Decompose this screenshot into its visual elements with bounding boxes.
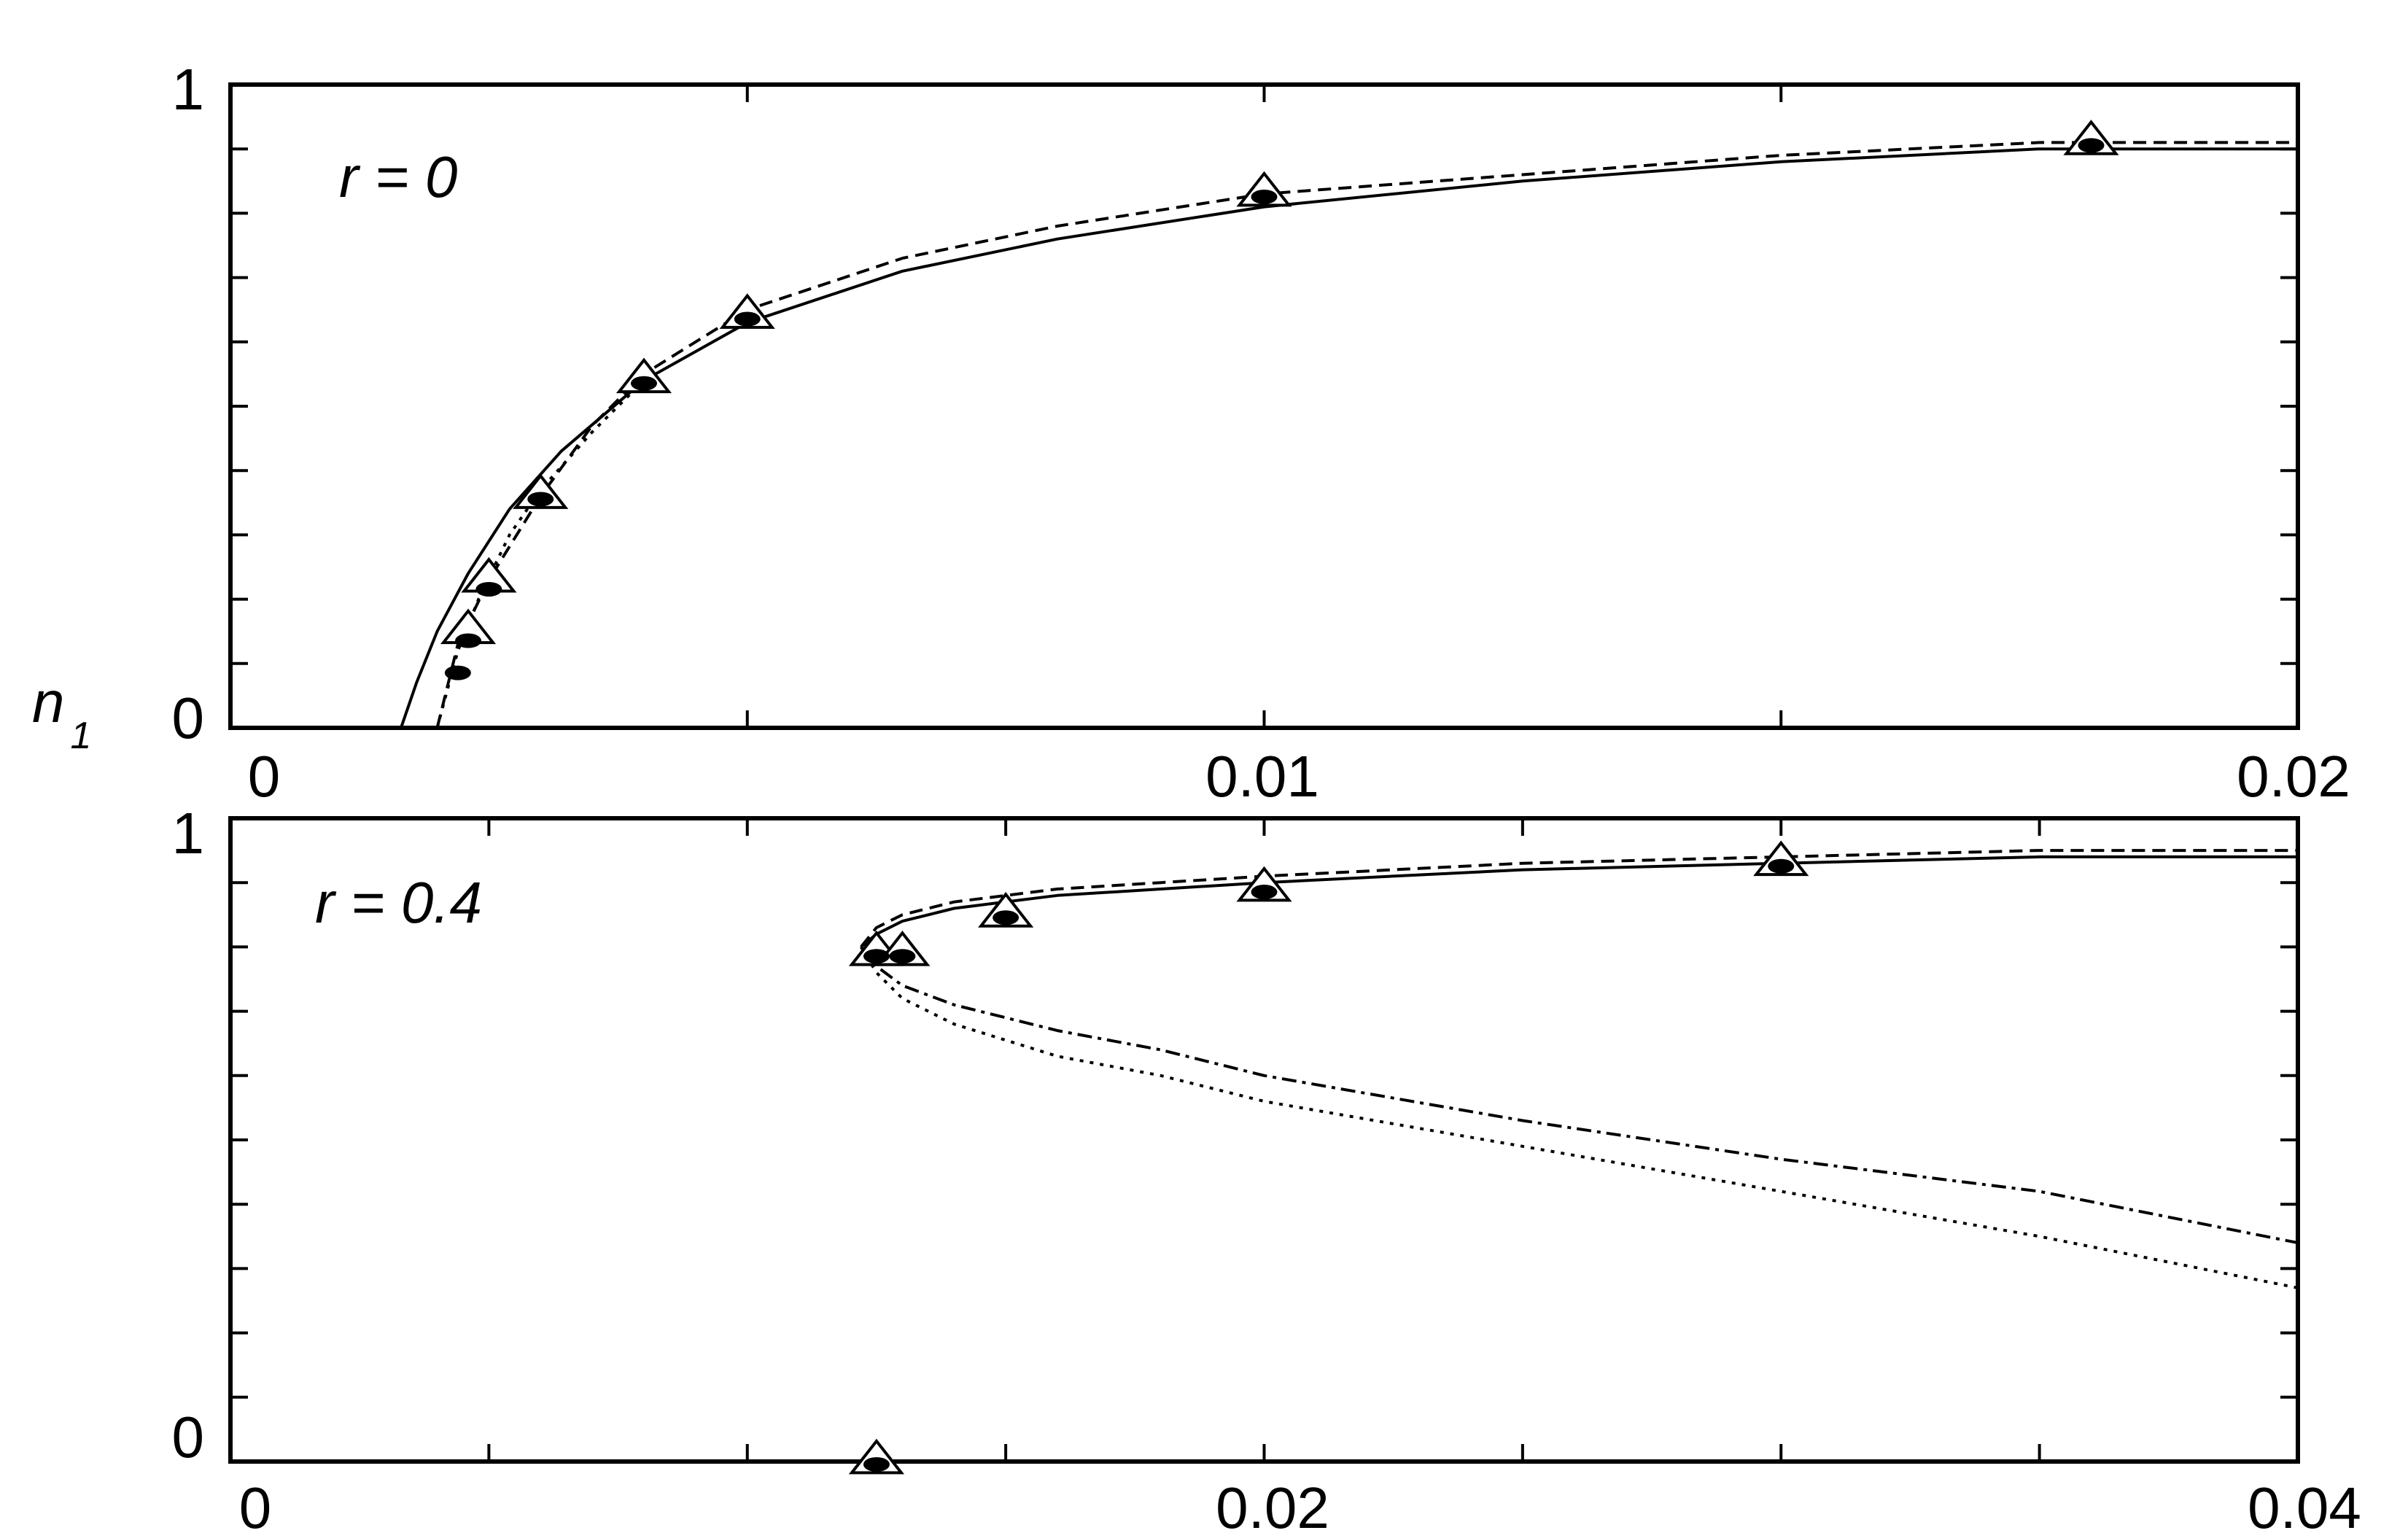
dot-marker — [631, 376, 657, 391]
dot-marker — [734, 311, 761, 327]
dot-marker — [527, 492, 554, 507]
panel-2-y-tick-label-0: 0 — [172, 1405, 205, 1470]
dot-marker — [889, 949, 916, 964]
dot-marker — [863, 1457, 890, 1472]
panel-2-markers — [848, 840, 1809, 1475]
panel-1-x-tick-label-1: 0.01 — [1205, 744, 1319, 809]
dot-marker — [1251, 885, 1278, 900]
dot-marker — [1768, 858, 1795, 874]
dot-marker — [863, 949, 890, 964]
panel-1-label: r = 0 — [339, 144, 457, 209]
dot-marker — [444, 665, 471, 680]
panel-1-ticks — [230, 85, 2298, 728]
panel-2-ticks — [230, 818, 2298, 1462]
y-axis-label-subscript: 1 — [71, 715, 92, 757]
y-axis-label: n1 — [32, 670, 91, 757]
dot-marker — [2078, 138, 2105, 153]
panel-r-0: r = 0 1 0 0 0.01 0.02 — [172, 57, 2350, 809]
panel-1-y-tick-label-1: 1 — [172, 57, 205, 122]
dot-marker — [455, 633, 482, 648]
series-dotted-line — [859, 946, 2299, 1289]
panel-2-x-tick-label-2: 0.04 — [2248, 1475, 2361, 1533]
panel-1-x-tick-label-0: 0 — [248, 744, 281, 809]
panel-2-curves — [859, 849, 2299, 1289]
panel-2-x-tick-label-1: 0.02 — [1216, 1475, 1329, 1533]
panel-2-label: r = 0.4 — [315, 870, 482, 935]
panel-2-y-tick-label-1: 1 — [172, 801, 205, 866]
panel-2-x-tick-label-0: 0 — [239, 1475, 272, 1533]
dot-marker — [475, 581, 502, 597]
dot-marker — [993, 910, 1019, 925]
y-axis-label-main: n — [32, 670, 65, 734]
series-dashed-line — [435, 141, 2298, 729]
panel-1-x-tick-label-2: 0.02 — [2237, 744, 2350, 809]
panel-1-y-tick-label-0: 0 — [172, 686, 205, 750]
series-solid-line — [860, 855, 2298, 948]
series-dashed-line — [860, 849, 2298, 948]
panel-r-0-4: r = 0.4 1 0 0 0.02 0.04 — [172, 801, 2361, 1533]
dot-marker — [1251, 189, 1278, 204]
panel-1-markers — [440, 120, 2119, 680]
